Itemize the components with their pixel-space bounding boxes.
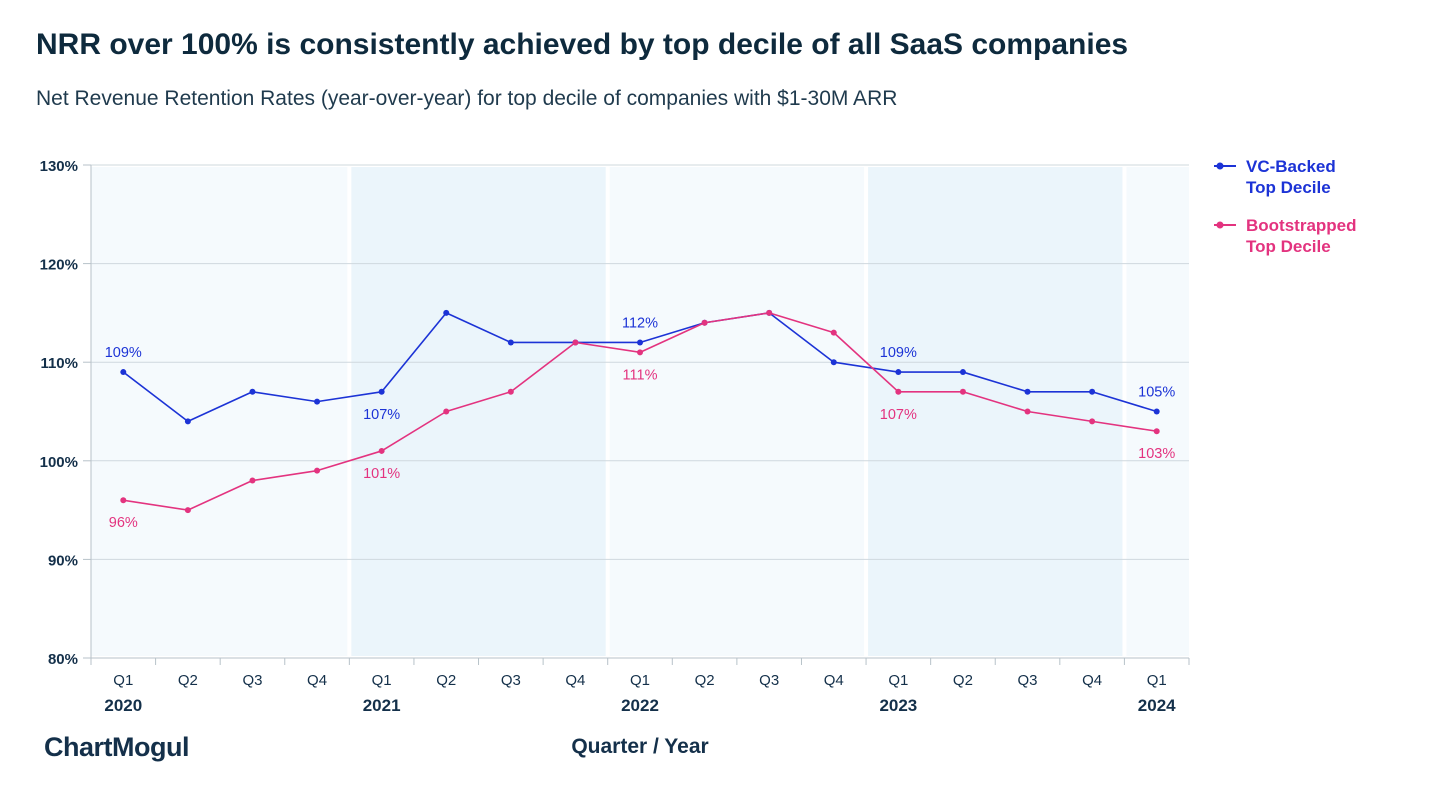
y-tick-label: 130%	[40, 158, 78, 175]
year-label: 2024	[1138, 696, 1176, 715]
legend-item-bootstrapped: Bootstrapped Top Decile	[1214, 215, 1357, 257]
data-label-bootstrapped: 101%	[363, 466, 400, 482]
data-point-vc	[120, 369, 127, 376]
data-point-vc	[184, 418, 191, 425]
year-band	[868, 167, 1123, 656]
legend-swatch-bootstrapped	[1214, 221, 1236, 229]
data-label-vc: 105%	[1138, 385, 1175, 401]
x-tick-label: Q3	[759, 672, 779, 689]
year-band	[351, 167, 606, 656]
data-point-vc	[378, 388, 385, 395]
data-point-bootstrapped	[830, 329, 837, 336]
x-tick-label: Q4	[824, 672, 844, 689]
data-point-bootstrapped	[1024, 408, 1031, 415]
data-label-bootstrapped: 96%	[109, 515, 138, 531]
chartmogul-logo: ChartMogul	[44, 732, 189, 762]
x-tick-label: Q2	[436, 672, 456, 689]
x-tick-label: Q2	[178, 672, 198, 689]
x-tick-label: Q1	[630, 672, 650, 689]
y-tick-label: 80%	[48, 651, 78, 668]
x-tick-label: Q3	[242, 672, 262, 689]
data-point-vc	[249, 388, 256, 395]
y-tick-label: 120%	[40, 257, 78, 274]
data-point-vc	[314, 398, 321, 405]
year-band	[609, 167, 865, 656]
chart-title: NRR over 100% is consistently achieved b…	[36, 28, 1129, 61]
data-label-bootstrapped: 107%	[880, 407, 917, 423]
data-point-vc	[1089, 388, 1096, 395]
data-point-vc	[637, 339, 643, 346]
data-point-bootstrapped	[443, 408, 450, 415]
chart-subtitle: Net Revenue Retention Rates (year-over-y…	[36, 87, 898, 110]
year-label: 2020	[104, 696, 142, 715]
x-tick-label: Q3	[1018, 672, 1038, 689]
data-point-bootstrapped	[1089, 418, 1096, 425]
x-tick-label: Q2	[953, 672, 973, 689]
year-label: 2021	[363, 696, 401, 715]
data-point-bootstrapped	[572, 339, 579, 346]
data-point-bootstrapped	[895, 388, 902, 395]
data-label-vc: 109%	[880, 345, 917, 361]
data-point-bootstrapped	[184, 507, 191, 514]
y-tick-label: 90%	[48, 552, 78, 569]
year-label: 2022	[621, 696, 659, 715]
data-point-vc	[895, 369, 902, 376]
data-point-vc	[959, 369, 966, 376]
x-tick-label: Q4	[565, 672, 585, 689]
data-point-bootstrapped	[120, 497, 127, 504]
x-tick-label: Q1	[372, 672, 392, 689]
data-point-vc	[1153, 408, 1160, 415]
data-point-vc	[830, 359, 837, 366]
x-tick-label: Q3	[501, 672, 521, 689]
data-label-vc: 107%	[363, 407, 400, 423]
data-point-bootstrapped	[637, 349, 643, 356]
x-tick-label: Q2	[695, 672, 715, 689]
data-point-bootstrapped	[249, 477, 256, 484]
x-axis-title: Quarter / Year	[571, 735, 709, 758]
x-tick-label: Q4	[307, 672, 327, 689]
data-point-bootstrapped	[701, 319, 708, 326]
data-point-bootstrapped	[766, 309, 773, 316]
data-point-bootstrapped	[507, 388, 514, 395]
data-label-vc: 112%	[622, 315, 658, 331]
data-label-vc: 109%	[105, 345, 142, 361]
legend-label-vc: VC-Backed Top Decile	[1246, 157, 1336, 197]
year-label: 2023	[879, 696, 917, 715]
x-tick-label: Q1	[113, 672, 133, 689]
legend-swatch-vc	[1214, 162, 1236, 170]
data-point-bootstrapped	[1153, 428, 1160, 435]
y-tick-label: 110%	[40, 355, 78, 372]
x-tick-label: Q1	[1147, 672, 1167, 689]
data-point-vc	[1024, 388, 1031, 395]
legend-label-bootstrapped: Bootstrapped Top Decile	[1246, 216, 1357, 256]
x-tick-label: Q4	[1082, 672, 1102, 689]
data-label-bootstrapped: 111%	[623, 367, 658, 383]
data-label-bootstrapped: 103%	[1138, 446, 1175, 462]
legend-item-vc: VC-Backed Top Decile	[1214, 156, 1357, 198]
data-point-bootstrapped	[378, 447, 385, 454]
year-band	[91, 167, 348, 656]
data-point-bootstrapped	[314, 467, 321, 474]
data-point-bootstrapped	[959, 388, 966, 395]
data-point-vc	[507, 339, 514, 346]
legend: VC-Backed Top Decile Bootstrapped Top De…	[1214, 156, 1357, 274]
x-tick-label: Q1	[888, 672, 908, 689]
data-point-vc	[443, 309, 450, 316]
y-tick-label: 100%	[40, 454, 78, 471]
